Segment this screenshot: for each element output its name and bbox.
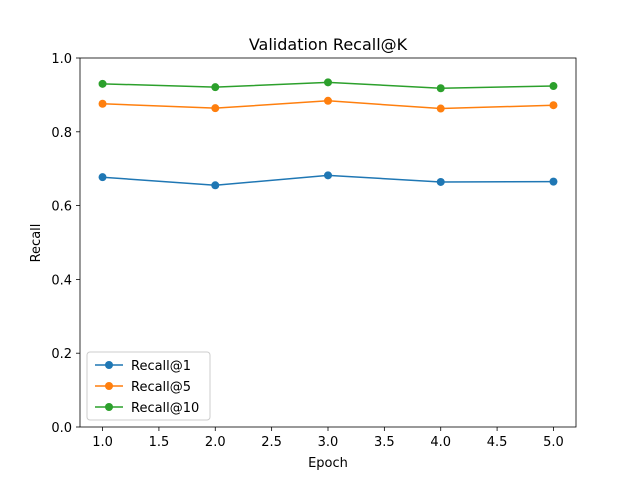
data-point [549, 177, 558, 186]
data-point [211, 104, 220, 113]
data-point [324, 171, 332, 180]
y-tick-label: 0.8 [51, 126, 72, 141]
x-tick-label: 4.0 [430, 435, 451, 450]
axes: 1.0 1.5 2.0 2.5 3.0 3.5 4.0 4.5 5.0 0.0 0.2 0.4 0.6 0… [51, 52, 577, 450]
legend-marker [105, 382, 113, 390]
plot-area [98, 78, 558, 190]
data-point [98, 79, 107, 88]
y-tick-label: 0.4 [51, 273, 72, 288]
x-tick-label: 2.5 [261, 435, 282, 450]
data-point [436, 84, 445, 93]
legend-marker [105, 403, 113, 411]
y-tick-label: 0.0 [51, 421, 72, 436]
legend-label: Recall@10 [131, 401, 199, 416]
data-point [436, 104, 445, 113]
data-point [211, 83, 220, 92]
chart-title: Validation Recall@K [249, 35, 408, 54]
legend-label: Recall@5 [131, 380, 191, 395]
y-axis-label: Recall [29, 224, 44, 263]
legend-box [86, 351, 211, 421]
y-tick-label: 0.2 [51, 347, 72, 362]
y-tick-label: 1.0 [51, 52, 72, 67]
legend-label: Recall@1 [131, 359, 191, 374]
legend: Recall@1 Recall@5 Recall@10 [86, 351, 211, 421]
data-point [324, 96, 332, 105]
x-tick-label: 1.5 [149, 435, 170, 450]
x-tick-label: 4.5 [487, 435, 508, 450]
x-axis-label: Epoch [308, 456, 348, 471]
x-tick-label: 3.5 [374, 435, 395, 450]
data-point [324, 78, 332, 87]
data-point [549, 82, 558, 91]
data-point [98, 99, 107, 108]
x-tick-label: 1.0 [92, 435, 113, 450]
data-point [549, 101, 558, 110]
data-point [98, 173, 107, 182]
data-point [436, 177, 445, 186]
legend-marker [105, 361, 113, 369]
x-tick-label: 2.0 [205, 435, 226, 450]
x-tick-label: 3.0 [318, 435, 339, 450]
data-point [211, 181, 220, 190]
x-tick-label: 5.0 [543, 435, 564, 450]
y-tick-label: 0.6 [51, 200, 72, 215]
